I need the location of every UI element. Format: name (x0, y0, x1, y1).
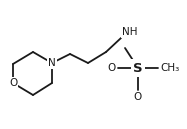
Text: N: N (48, 58, 56, 68)
Text: S: S (133, 62, 143, 75)
Text: O: O (134, 92, 142, 102)
Text: O: O (108, 63, 116, 73)
Text: NH: NH (122, 27, 137, 37)
Text: O: O (9, 78, 17, 88)
Text: CH₃: CH₃ (160, 63, 179, 73)
